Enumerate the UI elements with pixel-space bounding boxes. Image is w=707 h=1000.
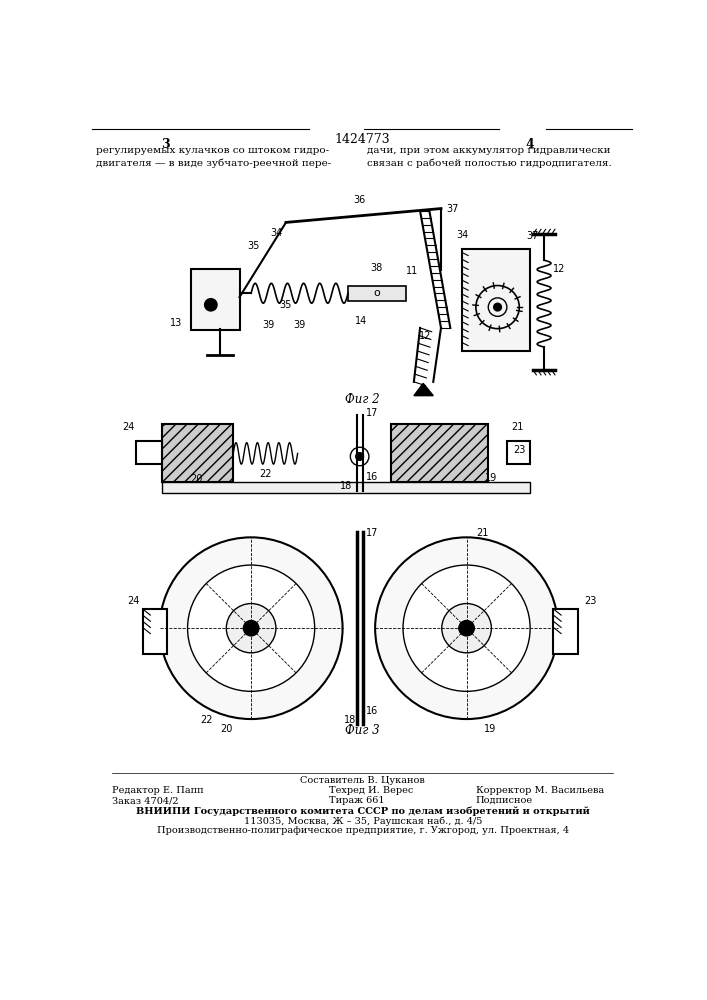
Circle shape xyxy=(403,565,530,691)
Circle shape xyxy=(442,604,491,653)
Text: 13: 13 xyxy=(170,318,182,328)
Text: 22: 22 xyxy=(259,469,271,479)
Text: Заказ 4704/2: Заказ 4704/2 xyxy=(112,796,178,805)
Bar xyxy=(136,441,162,464)
Bar xyxy=(162,424,233,482)
Text: 39: 39 xyxy=(293,320,305,330)
Text: Составитель В. Цуканов: Составитель В. Цуканов xyxy=(300,776,425,785)
Circle shape xyxy=(375,537,558,719)
Text: Подписное: Подписное xyxy=(476,796,533,805)
Bar xyxy=(554,609,578,654)
Circle shape xyxy=(204,299,217,311)
Text: ВНИИПИ Государственного комитета СССР по делам изобретений и открытий: ВНИИПИ Государственного комитета СССР по… xyxy=(136,806,590,816)
Circle shape xyxy=(243,620,259,636)
Text: регулируемых кулачков со штоком гидро-
двигателя — в виде зубчато-реечной пере-: регулируемых кулачков со штоком гидро- д… xyxy=(96,146,332,168)
Text: 1424773: 1424773 xyxy=(335,133,390,146)
Polygon shape xyxy=(414,383,433,396)
Text: Производственно-полиграфическое предприятие, г. Ужгород, ул. Проектная, 4: Производственно-полиграфическое предприя… xyxy=(157,826,569,835)
Text: 23: 23 xyxy=(585,596,597,606)
Bar xyxy=(507,441,530,464)
Text: 3: 3 xyxy=(162,138,170,151)
Text: 39: 39 xyxy=(262,320,274,330)
Text: 14: 14 xyxy=(355,316,368,326)
Text: 20: 20 xyxy=(220,724,233,734)
Text: 34: 34 xyxy=(271,228,283,237)
Text: 19: 19 xyxy=(485,473,498,483)
Text: 113035, Москва, Ж – 35, Раушская наб., д. 4/5: 113035, Москва, Ж – 35, Раушская наб., д… xyxy=(243,816,482,826)
Text: 17: 17 xyxy=(366,528,378,538)
Text: 24: 24 xyxy=(122,422,135,432)
Circle shape xyxy=(226,604,276,653)
Circle shape xyxy=(351,447,369,466)
Bar xyxy=(391,424,488,482)
Text: 12: 12 xyxy=(554,264,566,274)
Text: 21: 21 xyxy=(510,422,523,432)
Bar xyxy=(192,269,240,330)
Text: 23: 23 xyxy=(513,445,525,455)
Text: дачи, при этом аккумулятор гидравлически
связан с рабочей полостью гидродпигател: дачи, при этом аккумулятор гидравлически… xyxy=(368,146,612,168)
Text: 17: 17 xyxy=(366,408,378,418)
Text: 22: 22 xyxy=(201,715,214,725)
Text: Редактор Е. Папп: Редактор Е. Папп xyxy=(112,786,203,795)
Text: 19: 19 xyxy=(484,724,496,734)
Text: 4: 4 xyxy=(526,138,534,151)
Bar xyxy=(348,286,406,301)
Text: 37: 37 xyxy=(526,231,539,241)
Bar xyxy=(162,482,530,493)
Circle shape xyxy=(187,565,315,691)
Text: 18: 18 xyxy=(344,715,356,725)
Text: 11: 11 xyxy=(407,266,419,276)
Text: 37: 37 xyxy=(446,204,459,214)
Text: Тираж 661: Тираж 661 xyxy=(329,796,384,805)
Text: Фиг 2: Фиг 2 xyxy=(346,393,380,406)
Text: 35: 35 xyxy=(280,300,292,310)
Text: Корректор М. Васильева: Корректор М. Васильева xyxy=(476,786,604,795)
Text: o: o xyxy=(373,288,380,298)
Text: Техред И. Верес: Техред И. Верес xyxy=(329,786,413,795)
Bar xyxy=(143,609,168,654)
Text: 18: 18 xyxy=(339,481,352,491)
Text: 16: 16 xyxy=(366,472,378,482)
Circle shape xyxy=(356,453,363,460)
Text: 12: 12 xyxy=(419,331,432,341)
Text: 34: 34 xyxy=(457,230,469,240)
Text: 38: 38 xyxy=(370,263,382,273)
Circle shape xyxy=(160,537,343,719)
Text: 36: 36 xyxy=(354,195,366,205)
Bar xyxy=(462,249,530,351)
Text: 16: 16 xyxy=(366,706,378,716)
Text: 24: 24 xyxy=(127,596,139,606)
Text: 20: 20 xyxy=(191,474,203,484)
Text: 21: 21 xyxy=(476,528,489,538)
Text: Фиг 3: Фиг 3 xyxy=(346,724,380,737)
Circle shape xyxy=(459,620,474,636)
Circle shape xyxy=(493,303,501,311)
Text: 35: 35 xyxy=(247,241,259,251)
